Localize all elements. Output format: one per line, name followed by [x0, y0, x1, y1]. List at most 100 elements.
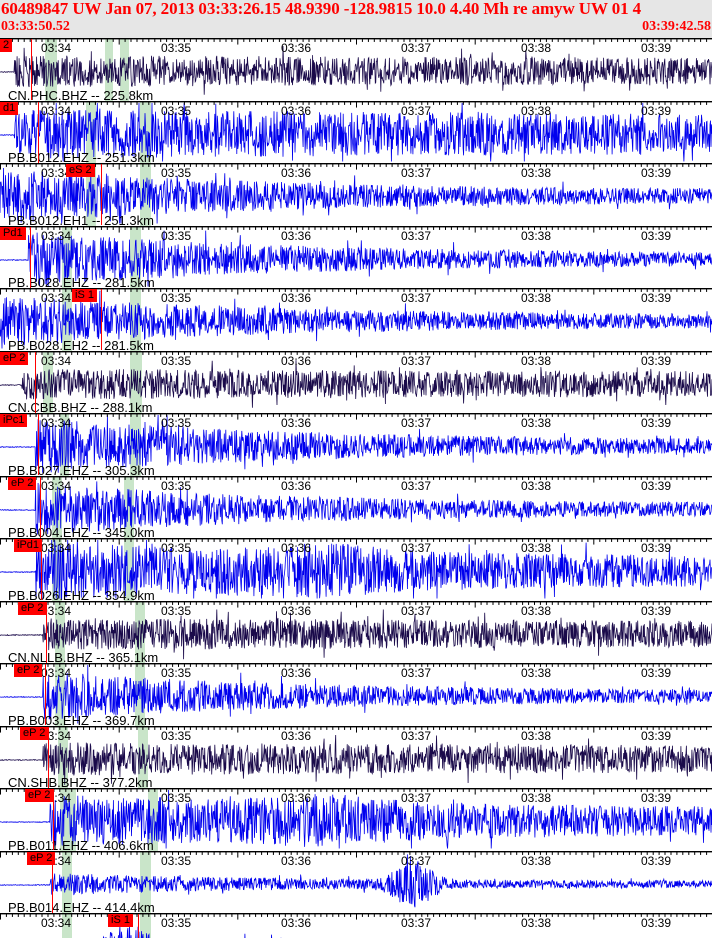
axis-time-label: 03:34 — [41, 478, 72, 493]
axis-time-label: 03:36 — [281, 291, 312, 305]
window-end-time: 03:39:42.58 — [642, 19, 711, 34]
time-axis-ruler — [0, 663, 712, 670]
trace-row[interactable]: 03:34 03:35 03:36 03:37 03:38 03:39 2 CN.PHC.BH… — [0, 38, 712, 101]
axis-time-label: 03:34 — [41, 916, 72, 930]
phase-pick-label[interactable]: eP 2 — [20, 726, 49, 740]
phase-pick-line[interactable] — [40, 476, 41, 538]
phase-pick-label[interactable]: iS 1 — [108, 914, 133, 927]
trace-row[interactable]: 03:34 03:35 03:36 03:37 03:38 03:39 eS 2 PB.B01… — [0, 163, 712, 226]
trace-row[interactable]: 03:34 03:35 03:36 03:37 03:38 03:39 Pd1 PB.B028… — [0, 225, 712, 288]
phase-pick-label[interactable]: eP 2 — [18, 601, 47, 615]
phase-pick-line[interactable] — [101, 289, 102, 350]
phase-pick-line[interactable] — [52, 851, 53, 913]
phase-pick-line[interactable] — [35, 351, 36, 413]
trace-row[interactable]: 03:34 03:35 03:36 03:37 03:38 03:39 eP 2 CN.SHB… — [0, 725, 712, 788]
waveform — [0, 167, 712, 224]
trace-row[interactable]: 03:34 03:35 03:36 03:37 03:38 03:39 eP 2 PB.B00… — [0, 663, 712, 726]
waveform — [0, 230, 712, 287]
trace-row[interactable]: 03:34 03:35 03:36 03:37 03:38 03:39 eP 2 PB.B00… — [0, 475, 712, 538]
axis-time-label: 03:34 — [41, 166, 72, 180]
phase-pick-line[interactable] — [31, 39, 32, 100]
axis-time-label: 03:38 — [521, 603, 552, 618]
phase-pick-line[interactable] — [101, 164, 102, 225]
trace-row[interactable]: 03:34 03:35 03:36 03:37 03:38 03:39 eP 2 CN.NLL… — [0, 600, 712, 663]
highlight-band — [130, 413, 141, 476]
phase-pick-label[interactable]: iPd1 — [14, 539, 43, 552]
axis-time-label: 03:35 — [161, 166, 192, 180]
axis-time-label: 03:34 — [41, 41, 72, 55]
station-label: PB.B012.EHZ -- 251.3km — [8, 150, 155, 163]
waveform — [0, 608, 712, 659]
axis-time-label: 03:39 — [641, 166, 672, 180]
phase-pick-label[interactable]: 2 — [0, 39, 13, 52]
axis-time-label: 03:36 — [281, 666, 312, 680]
highlight-band — [130, 225, 141, 288]
waveform — [0, 480, 712, 535]
waveform — [0, 290, 712, 349]
phase-pick-line[interactable] — [30, 226, 31, 288]
phase-pick-line[interactable] — [38, 101, 39, 163]
trace-row[interactable]: 03:34 03:35 03:36 03:37 03:38 03:39 eP 2 PB.B01… — [0, 850, 712, 913]
axis-time-label: 03:38 — [521, 853, 552, 868]
trace-row[interactable]: 03:34 03:35 03:36 03:37 03:38 03:39 iPd1 PB.B02… — [0, 538, 712, 601]
waveform — [0, 789, 712, 849]
axis-time-label: 03:37 — [401, 478, 432, 493]
highlight-band — [140, 913, 151, 938]
phase-pick-label[interactable]: eS 2 — [66, 164, 95, 177]
axis-time-label: 03:38 — [521, 353, 552, 368]
phase-pick-line[interactable] — [138, 914, 139, 938]
phase-pick-label[interactable]: eP 2 — [25, 789, 54, 802]
phase-pick-line[interactable] — [48, 726, 49, 788]
trace-row[interactable]: 03:34 03:35 03:36 03:37 03:38 03:39 d1 PB.B012.… — [0, 100, 712, 163]
axis-time-label: 03:35 — [161, 41, 192, 55]
axis-time-label: 03:34 — [41, 228, 72, 243]
phase-pick-label[interactable]: eP 2 — [8, 476, 37, 490]
axis-time-label: 03:35 — [161, 541, 192, 555]
phase-pick-label[interactable]: eP 2 — [0, 351, 29, 365]
axis-time-label: 03:36 — [281, 103, 312, 118]
trace-row[interactable]: 03:34 03:35 03:36 03:37 03:38 03:39 eP 2 PB.B01… — [0, 788, 712, 851]
phase-pick-label[interactable]: iS 1 — [72, 289, 97, 302]
axis-time-label: 03:36 — [281, 416, 312, 430]
phase-pick-label[interactable]: eP 2 — [14, 664, 43, 677]
axis-time-label: 03:37 — [401, 228, 432, 243]
axis-time-label: 03:39 — [641, 853, 672, 868]
phase-pick-line[interactable] — [41, 539, 42, 600]
time-axis-ruler — [0, 413, 712, 420]
phase-pick-label[interactable]: eP 2 — [27, 851, 56, 865]
phase-pick-line[interactable] — [38, 414, 39, 475]
axis-time-label: 03:35 — [161, 416, 192, 430]
axis-time-label: 03:38 — [521, 291, 552, 305]
window-start-time: 03:33:50.52 — [1, 19, 70, 34]
time-axis-ruler — [0, 538, 712, 545]
trace-row[interactable]: 03:34 03:35 03:36 03:37 03:38 03:39 iPc1 PB.B02… — [0, 413, 712, 476]
time-axis-ruler — [0, 600, 712, 608]
axis-time-label: 03:38 — [521, 916, 552, 930]
axis-time-label: 03:38 — [521, 791, 552, 805]
trace-row[interactable]: 03:34 03:35 03:36 03:37 03:38 03:39 eP 2 CN.CBB… — [0, 350, 712, 413]
phase-pick-label[interactable]: Pd1 — [0, 226, 26, 240]
axis-time-label: 03:35 — [161, 228, 192, 243]
axis-time-label: 03:39 — [641, 41, 672, 55]
axis-time-label: 03:38 — [521, 666, 552, 680]
phase-pick-line[interactable] — [46, 601, 47, 663]
phase-pick-label[interactable]: iPc1 — [0, 414, 28, 427]
phase-pick-line[interactable] — [53, 789, 54, 850]
axis-time-label: 03:36 — [281, 41, 312, 55]
time-axis-ruler — [0, 850, 712, 858]
axis-time-label: 03:39 — [641, 478, 672, 493]
highlight-band — [52, 475, 62, 538]
axis-time-label: 03:36 — [281, 916, 312, 930]
event-title: 60489847 UW Jan 07, 2013 03:33:26.15 48.… — [1, 0, 642, 18]
axis-time-label: 03:36 — [281, 791, 312, 805]
axis-time-label: 03:35 — [161, 291, 192, 305]
trace-row[interactable]: 03:34 03:35 03:36 03:37 03:38 03:39 iS 1 PB.B02… — [0, 288, 712, 351]
axis-time-label: 03:34 — [41, 416, 72, 430]
waveform — [0, 414, 712, 473]
waveform — [0, 734, 712, 785]
phase-pick-line[interactable] — [45, 664, 46, 725]
highlight-band — [55, 663, 65, 726]
phase-pick-label[interactable]: d1 — [0, 101, 19, 115]
axis-time-label: 03:35 — [161, 103, 192, 118]
